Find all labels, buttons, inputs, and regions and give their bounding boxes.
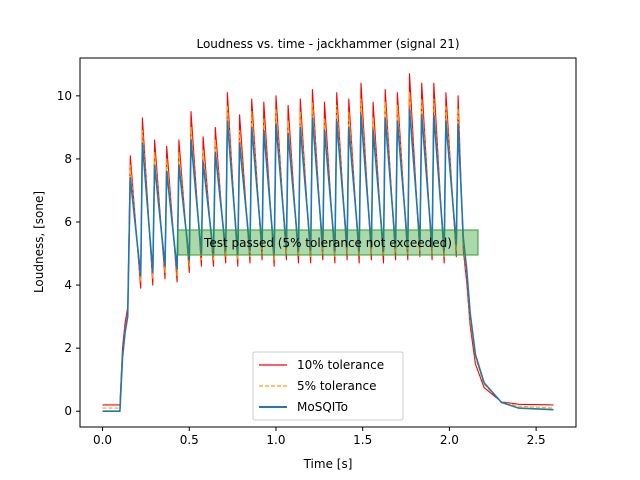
chart-title: Loudness vs. time - jackhammer (signal 2… [196, 37, 459, 51]
x-tick-label: 0.5 [180, 433, 199, 447]
legend: 10% tolerance 5% tolerance MoSQITo [252, 351, 404, 421]
legend-label-10pct: 10% tolerance [297, 358, 384, 372]
y-tick-label: 2 [64, 341, 72, 355]
annotation-text: Test passed (5% tolerance not exceeded) [203, 236, 452, 250]
x-tick-label: 2.0 [440, 433, 459, 447]
y-tick-label: 10 [57, 89, 72, 103]
annotation-box: Test passed (5% tolerance not exceeded) [177, 229, 479, 256]
annotation-background [177, 229, 479, 256]
x-tick-label: 0.0 [93, 433, 112, 447]
legend-label-mosqito: MoSQITo [297, 400, 348, 414]
y-axis-label: Loudness, [sone] [32, 191, 46, 293]
x-tick-label: 1.5 [353, 433, 372, 447]
plot-frame [79, 57, 577, 428]
legend-frame [252, 351, 404, 421]
y-axis-ticks: 0 2 4 6 8 10 [57, 89, 80, 418]
y-tick-label: 4 [64, 278, 72, 292]
x-axis-ticks: 0.0 0.5 1.0 1.5 2.0 2.5 [93, 427, 546, 447]
y-tick-label: 8 [64, 152, 72, 166]
legend-label-5pct: 5% tolerance [297, 379, 377, 393]
series-line-mosqito [102, 107, 554, 413]
y-tick-label: 0 [64, 404, 72, 418]
x-tick-label: 1.0 [266, 433, 285, 447]
x-axis-label: Time [s] [303, 457, 353, 471]
y-tick-label: 6 [64, 215, 72, 229]
x-tick-label: 2.5 [527, 433, 546, 447]
